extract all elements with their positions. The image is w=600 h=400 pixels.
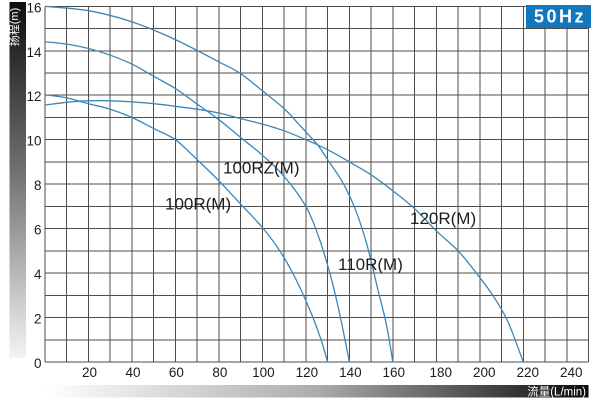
svg-text:40: 40 bbox=[125, 365, 140, 380]
svg-text:60: 60 bbox=[169, 365, 184, 380]
svg-text:16: 16 bbox=[26, 0, 41, 15]
svg-text:110R(M): 110R(M) bbox=[338, 255, 403, 274]
svg-text:120: 120 bbox=[296, 365, 319, 380]
svg-text:流量(L/min): 流量(L/min) bbox=[527, 385, 586, 399]
svg-text:8: 8 bbox=[34, 178, 42, 193]
svg-text:180: 180 bbox=[430, 365, 453, 380]
svg-text:6: 6 bbox=[34, 223, 42, 238]
svg-text:50Hz: 50Hz bbox=[534, 7, 586, 27]
svg-text:12: 12 bbox=[26, 89, 41, 104]
svg-text:200: 200 bbox=[473, 365, 496, 380]
svg-text:0: 0 bbox=[34, 356, 42, 371]
svg-text:100RZ(M): 100RZ(M) bbox=[223, 159, 300, 178]
svg-text:2: 2 bbox=[34, 312, 42, 327]
svg-text:140: 140 bbox=[339, 365, 362, 380]
svg-text:220: 220 bbox=[517, 365, 540, 380]
svg-text:240: 240 bbox=[560, 365, 583, 380]
svg-text:80: 80 bbox=[212, 365, 227, 380]
svg-text:14: 14 bbox=[26, 45, 42, 60]
svg-text:100R(M): 100R(M) bbox=[165, 195, 231, 214]
svg-text:10: 10 bbox=[26, 134, 41, 149]
svg-text:4: 4 bbox=[34, 267, 42, 282]
svg-text:20: 20 bbox=[82, 365, 97, 380]
svg-text:160: 160 bbox=[383, 365, 406, 380]
svg-text:扬程(m): 扬程(m) bbox=[7, 8, 21, 47]
svg-text:120R(M): 120R(M) bbox=[410, 209, 476, 228]
svg-text:100: 100 bbox=[252, 365, 275, 380]
